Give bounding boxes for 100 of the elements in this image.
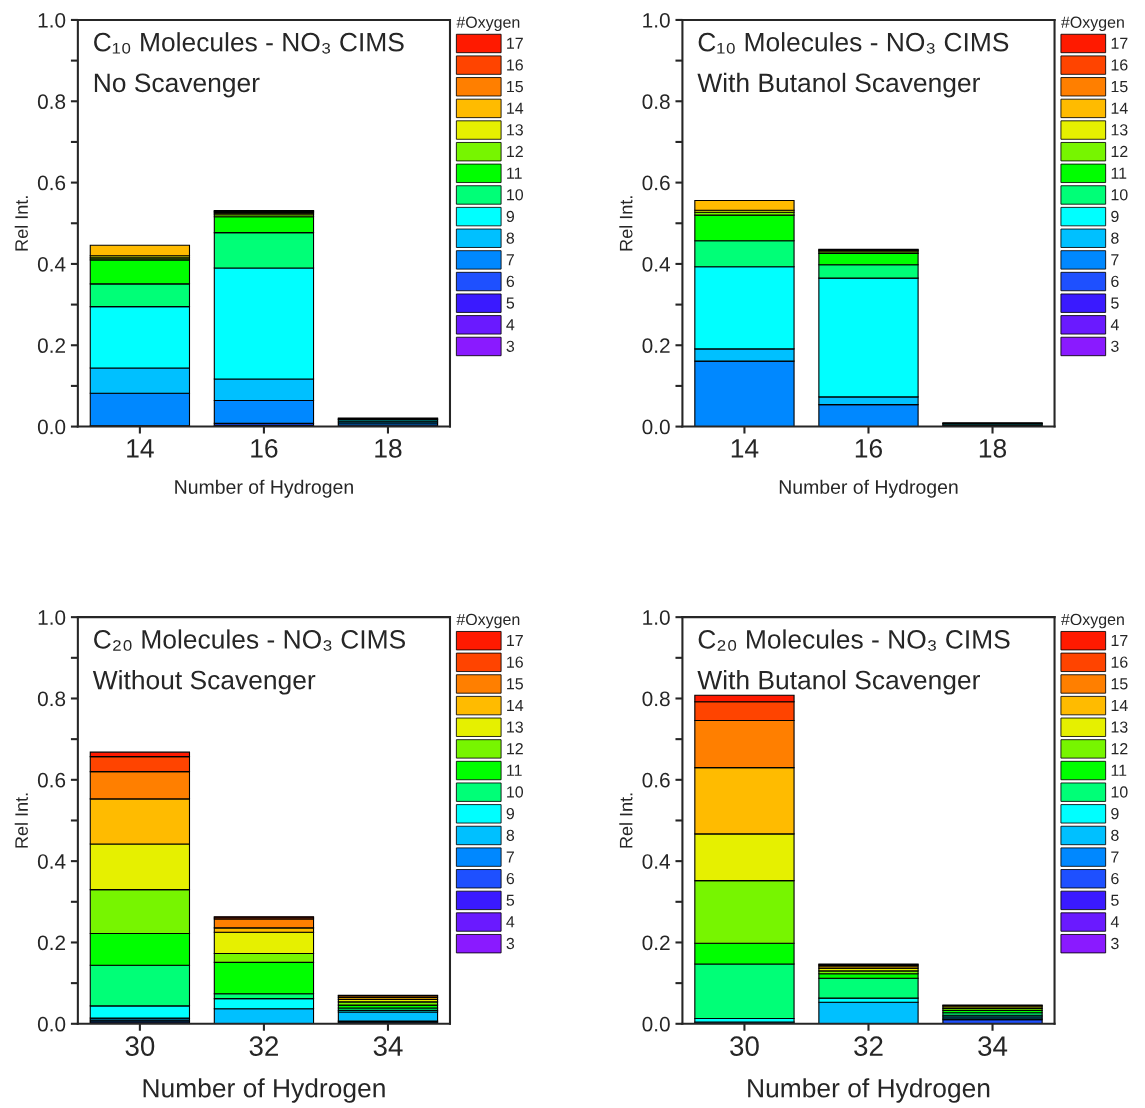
legend-label: 8 bbox=[506, 829, 515, 841]
x-tick-label: 18 bbox=[979, 439, 1007, 458]
y-tick-label: 0.0 bbox=[37, 1016, 66, 1032]
chart-title: C₁₀ Molecules - NO₃ CIMS bbox=[698, 32, 1009, 54]
y-tick-label: 0.6 bbox=[642, 175, 670, 191]
y-tick-label: 0.8 bbox=[642, 94, 670, 110]
y-axis-title: Rel Int. bbox=[14, 793, 28, 848]
y-tick-label: 0.4 bbox=[37, 854, 66, 869]
legend-label: 12 bbox=[507, 743, 523, 755]
legend-label: 11 bbox=[507, 167, 522, 179]
legend-label: 11 bbox=[1111, 167, 1127, 179]
legend-label: 14 bbox=[1111, 102, 1128, 114]
legend-title: #Oxygen bbox=[1061, 16, 1124, 32]
y-tick-label: 0.4 bbox=[642, 256, 671, 272]
legend-label: 3 bbox=[1111, 937, 1119, 950]
legend-label: 3 bbox=[506, 340, 515, 352]
legend-label: 16 bbox=[507, 59, 523, 71]
legend-label: 7 bbox=[506, 851, 514, 863]
legend-label: 3 bbox=[506, 937, 515, 950]
x-tick-label: 16 bbox=[855, 439, 882, 458]
legend-label: 9 bbox=[1111, 807, 1119, 820]
legend-label: 10 bbox=[1111, 189, 1128, 201]
x-axis-title: Number of Hydrogen bbox=[748, 1078, 990, 1103]
legend-label: 17 bbox=[507, 37, 523, 49]
y-tick-label: 1.0 bbox=[643, 610, 670, 625]
legend-label: 7 bbox=[1111, 254, 1119, 266]
legend-label: 8 bbox=[506, 232, 515, 244]
legend-label: 16 bbox=[507, 656, 523, 668]
y-tick-label: 0.6 bbox=[642, 772, 670, 788]
y-tick-label: 0.4 bbox=[37, 256, 66, 272]
legend-label: 12 bbox=[507, 145, 523, 157]
legend-title: #Oxygen bbox=[456, 613, 520, 629]
legend-label: 14 bbox=[507, 102, 524, 114]
y-tick-label: 0.8 bbox=[642, 691, 670, 707]
legend-label: 9 bbox=[506, 210, 515, 223]
legend-label: 6 bbox=[506, 872, 515, 885]
legend-label: 12 bbox=[1111, 743, 1128, 755]
y-tick-label: 0.2 bbox=[37, 935, 66, 951]
legend-label: 17 bbox=[507, 635, 523, 646]
legend-label: 11 bbox=[1111, 764, 1127, 776]
legend-label: 15 bbox=[507, 81, 523, 93]
legend-label: 8 bbox=[1111, 829, 1119, 841]
legend-label: 16 bbox=[1111, 656, 1128, 668]
legend-label: 5 bbox=[506, 297, 515, 309]
legend-label: 9 bbox=[1111, 210, 1119, 223]
legend-label: 14 bbox=[507, 699, 524, 711]
x-axis-title: Number of Hydrogen bbox=[175, 479, 353, 498]
legend-label: 4 bbox=[1110, 916, 1119, 928]
legend-label: 14 bbox=[1111, 699, 1128, 711]
legend-label: 10 bbox=[507, 786, 524, 798]
legend-label: 4 bbox=[1110, 319, 1119, 331]
legend-label: 17 bbox=[1111, 37, 1128, 49]
x-tick-label: 34 bbox=[373, 1036, 403, 1056]
legend-label: 5 bbox=[506, 894, 515, 906]
y-tick-label: 0.2 bbox=[37, 338, 66, 354]
legend-label: 10 bbox=[507, 189, 524, 201]
y-tick-label: 1.0 bbox=[38, 12, 66, 28]
x-tick-label: 16 bbox=[251, 439, 278, 458]
legend-label: 5 bbox=[1111, 297, 1119, 309]
x-axis-title: Number of Hydrogen bbox=[779, 479, 958, 498]
y-axis-title: Rel Int. bbox=[619, 793, 633, 848]
y-tick-label: 0.0 bbox=[642, 1016, 670, 1032]
y-tick-label: 0.0 bbox=[37, 419, 66, 435]
legend-label: 15 bbox=[1111, 678, 1128, 690]
text: With Butanol Scavenger bbox=[697, 72, 980, 98]
x-tick-label: 14 bbox=[731, 439, 759, 458]
y-tick-label: 0.4 bbox=[642, 854, 671, 869]
x-tick-label: 30 bbox=[125, 1036, 155, 1056]
text: Without Scavenger bbox=[92, 670, 316, 695]
legend-label: 17 bbox=[1111, 635, 1128, 646]
legend-label: 5 bbox=[1111, 894, 1119, 906]
legend-label: 6 bbox=[506, 275, 515, 288]
legend-label: 7 bbox=[1111, 851, 1119, 863]
x-tick-label: 18 bbox=[375, 439, 402, 458]
y-tick-label: 0.2 bbox=[642, 338, 670, 354]
legend-label: 3 bbox=[1111, 340, 1119, 352]
y-axis-title: Rel Int. bbox=[619, 196, 633, 251]
y-tick-label: 0.0 bbox=[642, 419, 670, 435]
legend-label: 13 bbox=[507, 124, 523, 136]
y-tick-label: 1.0 bbox=[643, 12, 670, 28]
x-tick-label: 30 bbox=[730, 1036, 759, 1056]
y-tick-label: 0.8 bbox=[37, 691, 66, 707]
legend-label: 15 bbox=[1111, 81, 1128, 93]
x-tick-label: 32 bbox=[249, 1036, 278, 1056]
legend-label: 13 bbox=[1111, 721, 1128, 733]
legend-label: 13 bbox=[1111, 124, 1128, 136]
legend-label: 6 bbox=[1111, 275, 1119, 288]
legend-label: 12 bbox=[1111, 145, 1128, 157]
legend-label: 4 bbox=[506, 916, 515, 928]
y-axis-title: Rel Int. bbox=[14, 196, 28, 251]
legend-label: 4 bbox=[506, 319, 515, 331]
legend-label: 11 bbox=[507, 764, 522, 776]
legend-label: 8 bbox=[1111, 232, 1119, 244]
y-tick-label: 0.8 bbox=[37, 94, 66, 110]
legend-label: 6 bbox=[1111, 872, 1119, 885]
legend-title: #Oxygen bbox=[1061, 613, 1124, 629]
x-tick-label: 14 bbox=[127, 439, 154, 458]
legend-label: 15 bbox=[507, 678, 523, 690]
x-tick-label: 34 bbox=[978, 1036, 1008, 1056]
y-tick-label: 1.0 bbox=[38, 610, 66, 625]
